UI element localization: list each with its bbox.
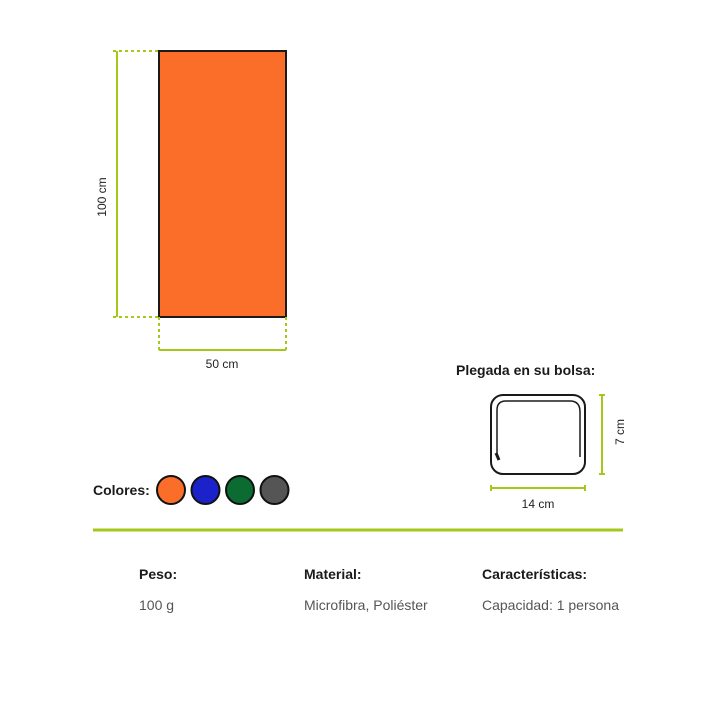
towel-width-label: 50 cm bbox=[205, 357, 239, 371]
color-swatch bbox=[156, 475, 186, 505]
width-dimension-line bbox=[158, 317, 287, 353]
towel-rectangle bbox=[158, 50, 287, 318]
bag-width-dimension bbox=[490, 485, 586, 491]
bag-height-label: 7 cm bbox=[613, 419, 627, 446]
spec-features-label: Características: bbox=[482, 566, 588, 582]
color-swatch bbox=[190, 475, 221, 505]
spec-features-value: Capacidad: 1 persona bbox=[482, 597, 619, 613]
folded-title: Plegada en su bolsa: bbox=[456, 362, 596, 378]
spec-material-value: Microfibra, Poliéster bbox=[304, 597, 428, 613]
bag-height-dimension bbox=[599, 394, 605, 475]
spec-weight-value: 100 g bbox=[139, 597, 175, 613]
height-dimension-line bbox=[113, 50, 159, 318]
color-swatch bbox=[259, 475, 290, 505]
bag-width-label: 14 cm bbox=[521, 497, 555, 511]
bag-outline bbox=[490, 394, 586, 475]
color-swatch bbox=[225, 475, 255, 505]
colors-label: Colores: bbox=[93, 482, 150, 498]
spec-material-label: Material: bbox=[304, 566, 362, 582]
zipper-pull bbox=[494, 452, 501, 461]
spec-weight-label: Peso: bbox=[139, 566, 178, 582]
towel-height-label: 100 cm bbox=[95, 177, 109, 217]
bag-zipper bbox=[496, 400, 581, 457]
